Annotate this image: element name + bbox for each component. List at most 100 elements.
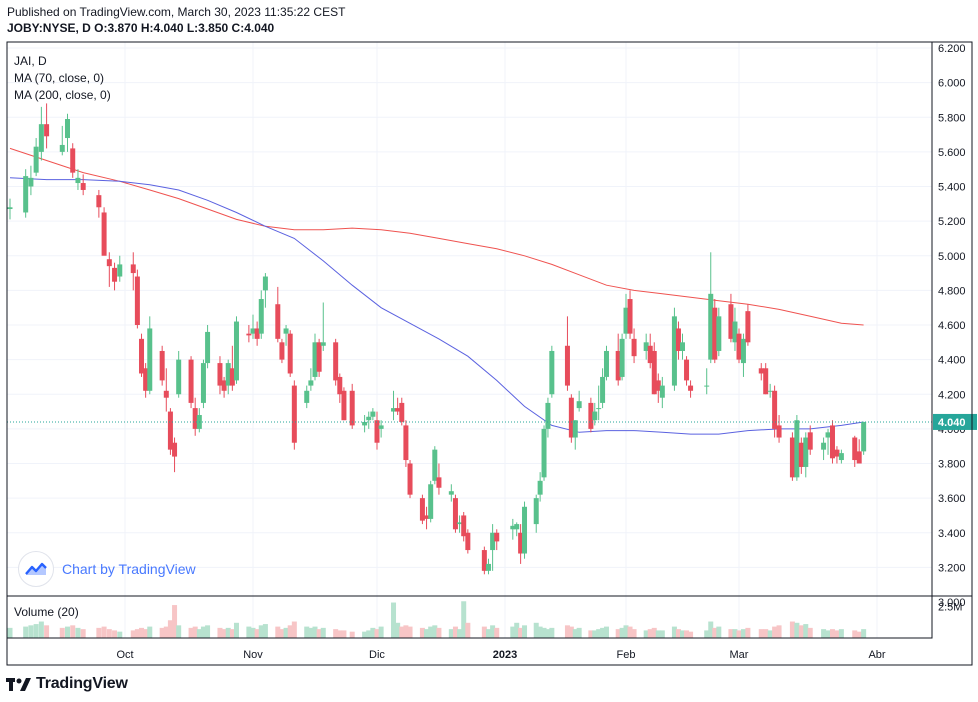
watermark-text: Chart by TradingView (62, 561, 196, 577)
volume-bar (337, 630, 343, 638)
candle (704, 368, 710, 395)
volume-bar (217, 627, 223, 638)
candle (362, 415, 368, 433)
candle (588, 397, 594, 433)
volume-bar (684, 630, 690, 638)
watermark[interactable]: Chart by TradingView (18, 551, 196, 587)
candle-body (205, 331, 211, 364)
candle (518, 524, 524, 564)
volume-bar (834, 630, 840, 638)
candle (96, 189, 102, 218)
volume-bar (65, 626, 70, 638)
volume-bar (225, 627, 231, 638)
candle-body (758, 368, 764, 374)
candle (514, 522, 520, 537)
candle-body (576, 401, 582, 409)
volume-bar (518, 627, 524, 638)
volume-bar (59, 627, 65, 638)
volume-bar (708, 621, 714, 638)
volume-bar (147, 626, 153, 638)
volume-bar (424, 629, 430, 638)
candle (708, 252, 714, 364)
volume-bar (457, 629, 463, 638)
candle (615, 333, 621, 386)
candle (275, 286, 281, 343)
candle-body (130, 264, 136, 274)
volume-bar (615, 629, 621, 638)
candle (188, 356, 194, 409)
candle-body (337, 376, 343, 395)
candle (333, 338, 339, 386)
volume-bars (7, 601, 867, 638)
candle (291, 380, 297, 450)
candle-body (807, 432, 813, 450)
y-tick-label: 3.600 (938, 493, 966, 505)
candle-body (391, 408, 397, 412)
volume-bar (821, 629, 827, 638)
candle-body (80, 183, 86, 190)
candle (117, 255, 123, 282)
candle (316, 338, 322, 377)
moving-average-lines (9, 147, 864, 435)
series-legend: JAI, D (14, 54, 47, 68)
candle-body (533, 498, 539, 525)
candle (537, 472, 543, 502)
volume-bar (688, 631, 694, 638)
x-tick-label: Nov (243, 649, 263, 661)
candle-body (631, 338, 637, 357)
y-tick-label: 4.400 (938, 355, 966, 367)
volume-bar (28, 625, 34, 638)
candle-body (134, 276, 140, 325)
footer-brand[interactable]: TradingView (6, 675, 128, 693)
volume-bar (603, 626, 609, 638)
candle-body (436, 477, 442, 488)
volume-bar (308, 627, 314, 638)
volume-bar (545, 629, 551, 638)
volume-bar (44, 625, 50, 638)
candle-body (588, 402, 594, 429)
volume-bar (192, 626, 198, 638)
candle-body (789, 437, 795, 478)
volume-bar (205, 625, 211, 638)
volume-bar (533, 622, 539, 638)
volume-bar (176, 625, 182, 638)
candle (592, 402, 598, 426)
candle-body (461, 515, 467, 537)
volume-bar (732, 629, 738, 638)
candle (716, 307, 722, 357)
volume-bar (829, 629, 835, 638)
candle-body (112, 267, 118, 282)
candle-body (143, 368, 149, 391)
candle (38, 106, 44, 161)
candle-body (7, 207, 13, 210)
candle (320, 302, 326, 351)
volume-bar (117, 631, 123, 638)
candle-body (821, 442, 827, 450)
candle (287, 330, 293, 377)
candle (821, 437, 827, 461)
volume-bar (647, 629, 653, 638)
volume-bar (349, 631, 355, 638)
candle-body (419, 498, 425, 521)
candle-body (275, 304, 281, 339)
candle (424, 506, 430, 530)
candle-body (708, 293, 714, 360)
candle-body (592, 411, 598, 421)
candle-body (44, 124, 50, 137)
candle-body (370, 411, 376, 417)
candle-body (596, 408, 602, 410)
candle (545, 397, 551, 438)
volume-bar (106, 629, 112, 638)
candle (378, 420, 384, 438)
candle (740, 333, 746, 377)
candle (147, 316, 153, 395)
candle (776, 415, 782, 443)
candle (304, 385, 310, 409)
candle (659, 376, 665, 409)
last-price-badge (933, 413, 977, 430)
volume-bar (112, 630, 118, 638)
candle (143, 363, 149, 398)
candle-body (316, 342, 322, 372)
y-tick-label: 3.400 (938, 528, 966, 540)
